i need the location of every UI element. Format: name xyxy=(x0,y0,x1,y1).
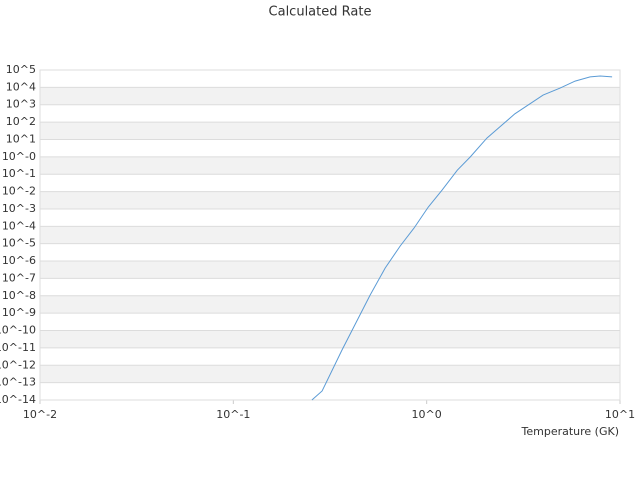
plot-frame xyxy=(39,69,621,401)
grid-band xyxy=(40,261,620,279)
y-tick-label: 10^-6 xyxy=(2,254,36,267)
y-tick-label: 10^-8 xyxy=(2,289,36,302)
y-tick-label: 10^-13 xyxy=(0,376,36,389)
y-tick-label: 10^-3 xyxy=(2,202,36,215)
y-tick-label: 10^1 xyxy=(6,132,36,145)
grid-band xyxy=(40,330,620,348)
y-tick-label: 10^2 xyxy=(6,115,36,128)
grid-band xyxy=(40,87,620,105)
y-tick-label: 10^5 xyxy=(6,63,36,76)
y-tick-label: 10^-1 xyxy=(2,167,36,180)
grid-band xyxy=(40,295,620,314)
chart-title: Calculated Rate xyxy=(269,5,372,20)
x-tick-label: 10^-2 xyxy=(23,408,57,421)
y-tick-label: 10^3 xyxy=(6,98,36,111)
grid-band xyxy=(40,122,620,140)
y-tick-label: 10^4 xyxy=(6,80,36,93)
y-tick-label: 10^-12 xyxy=(0,358,36,371)
y-tick-label: 10^-10 xyxy=(0,324,36,337)
y-tick-label: 10^-2 xyxy=(2,185,36,198)
y-tick-label: 10^-5 xyxy=(2,237,36,250)
y-tick-label: 10^-4 xyxy=(2,219,36,232)
x-tick-label: 10^1 xyxy=(605,408,635,421)
y-tick-label: 10^-0 xyxy=(2,150,36,163)
x-tick-label: 10^0 xyxy=(412,408,442,421)
y-tick-label: 10^-14 xyxy=(0,393,36,406)
x-tick-label: 10^-1 xyxy=(216,408,250,421)
y-tick-label: 10^-9 xyxy=(2,306,36,319)
grid-band xyxy=(40,156,620,175)
y-tick-label: 10^-7 xyxy=(2,271,36,284)
data-line xyxy=(311,75,613,401)
grid-band xyxy=(40,191,620,209)
grid-band xyxy=(40,226,620,244)
x-axis-label: Temperature (GK) xyxy=(521,425,620,438)
y-tick-label: 10^-11 xyxy=(0,341,36,354)
